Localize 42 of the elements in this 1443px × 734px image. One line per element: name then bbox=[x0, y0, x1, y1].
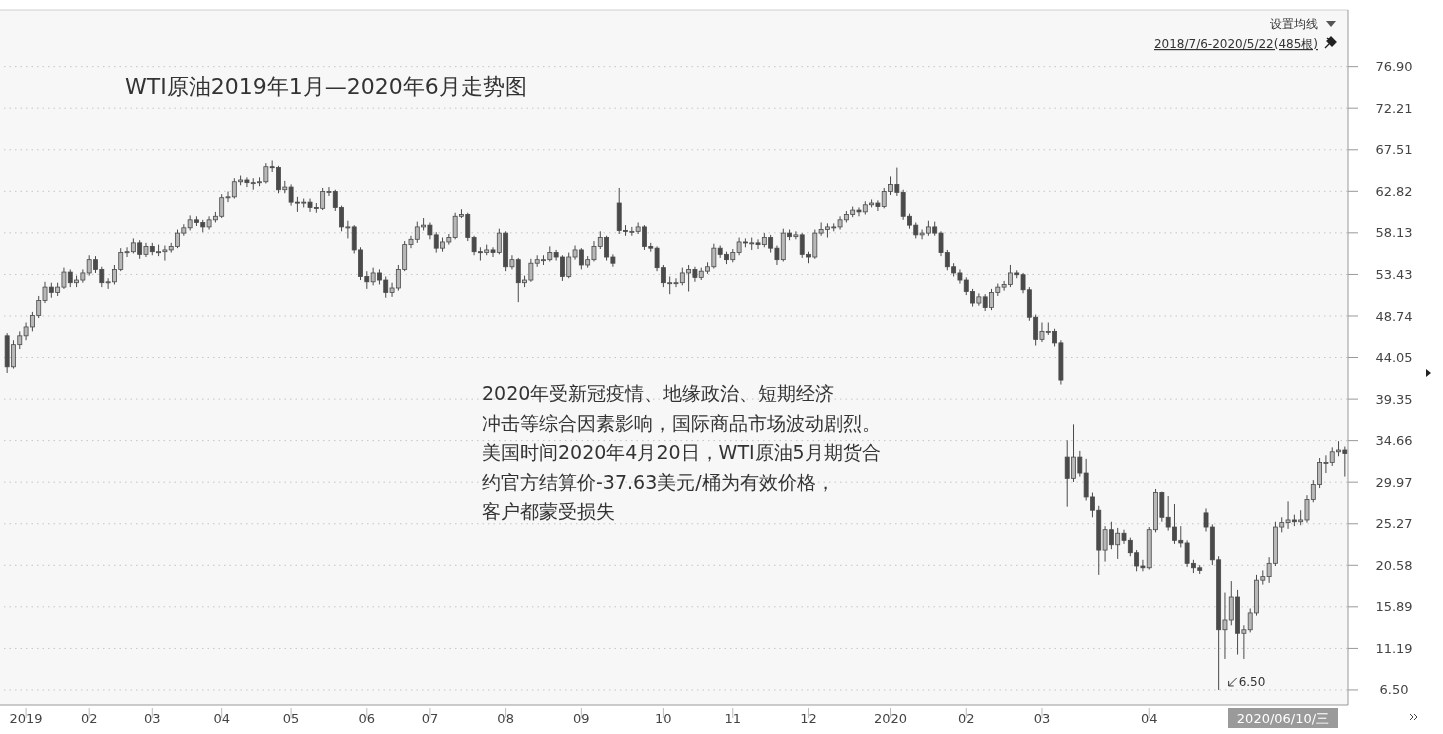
y-tick-label: 72.21 bbox=[1375, 100, 1413, 116]
y-tick-label: 39.35 bbox=[1375, 391, 1413, 407]
y-tick-label: 44.05 bbox=[1375, 350, 1413, 366]
y-tick-label: 25.27 bbox=[1375, 516, 1413, 532]
x-tick-label: 04 bbox=[213, 711, 230, 726]
y-tick-label: 29.97 bbox=[1375, 474, 1413, 490]
y-tick-label: 58.13 bbox=[1375, 225, 1413, 241]
x-tick-label: 03 bbox=[1033, 711, 1051, 726]
x-tick-label: 06 bbox=[358, 711, 376, 726]
annotation: 2020年受新冠疫情、地缘政治、短期经济 bbox=[482, 382, 835, 404]
x-tick-label: 02 bbox=[957, 711, 975, 726]
x-tick-label: 2019 bbox=[9, 711, 43, 726]
annotation: 2018/7/6-2020/5/22(485根) bbox=[1153, 37, 1318, 51]
annotation: 客户都蒙受损失 bbox=[482, 500, 615, 522]
x-tick-label: 04 bbox=[1140, 711, 1158, 726]
annotation: 冲击等综合因素影响，国际商品市场波动剧烈。 bbox=[482, 411, 881, 434]
text: 2020/06/10/三 bbox=[1236, 711, 1330, 726]
x-tick-label: 10 bbox=[655, 711, 672, 726]
x-tick-label: 12 bbox=[800, 711, 817, 726]
y-tick-label: 53.43 bbox=[1375, 267, 1413, 282]
x-tick-label: 2020 bbox=[873, 711, 908, 726]
annotation: 设置均线 bbox=[1270, 17, 1318, 31]
x-tick-label: 02 bbox=[80, 711, 98, 726]
x-tick-label: 05 bbox=[282, 711, 300, 726]
y-tick-label: 11.19 bbox=[1375, 640, 1413, 656]
x-tick-label: 08 bbox=[497, 711, 514, 726]
y-tick-label: 76.90 bbox=[1375, 59, 1413, 75]
y-tick-label: 20.58 bbox=[1375, 557, 1413, 573]
annotation: 约官方结算价-37.63美元/桶为有效价格， bbox=[482, 470, 835, 493]
y-tick-label: 48.74 bbox=[1375, 308, 1413, 324]
annotation: 美国时间2020年4月20日，WTI原油5月期货合 bbox=[482, 441, 881, 463]
x-tick-label: 07 bbox=[421, 711, 439, 726]
text: WTI原油2019年1月—2020年6月走势图 bbox=[125, 74, 527, 99]
x-tick-label: 03 bbox=[144, 711, 161, 726]
y-tick-label: 6.50 bbox=[1379, 682, 1409, 698]
y-tick-label: 15.89 bbox=[1375, 599, 1413, 615]
x-tick-label: 11 bbox=[724, 711, 742, 726]
annotation: 6.50 bbox=[1238, 674, 1266, 689]
x-tick-label: 09 bbox=[573, 711, 590, 726]
y-tick-label: 34.66 bbox=[1375, 433, 1413, 449]
y-tick-label: 67.51 bbox=[1375, 142, 1413, 158]
y-tick-label: 62.82 bbox=[1375, 183, 1413, 199]
